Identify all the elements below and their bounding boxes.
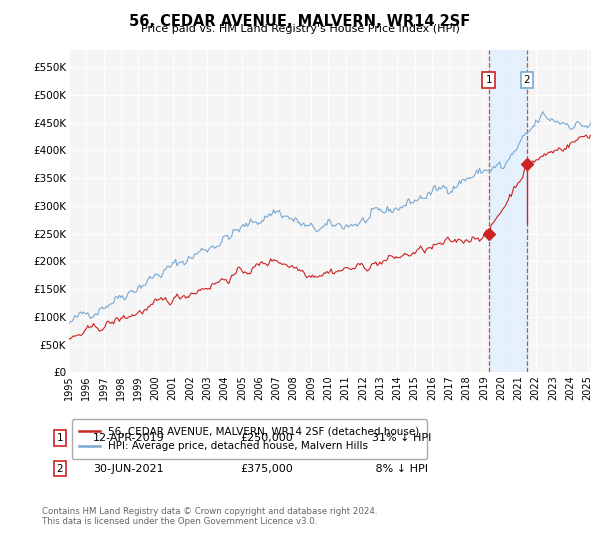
Text: 2: 2 [56, 464, 64, 474]
Text: 56, CEDAR AVENUE, MALVERN, WR14 2SF: 56, CEDAR AVENUE, MALVERN, WR14 2SF [130, 14, 470, 29]
Text: £375,000: £375,000 [240, 464, 293, 474]
Text: 1: 1 [56, 433, 64, 443]
Text: 31% ↓ HPI: 31% ↓ HPI [372, 433, 431, 443]
Text: 12-APR-2019: 12-APR-2019 [93, 433, 165, 443]
Text: £250,000: £250,000 [240, 433, 293, 443]
Text: Contains HM Land Registry data © Crown copyright and database right 2024.
This d: Contains HM Land Registry data © Crown c… [42, 507, 377, 526]
Text: 2: 2 [524, 75, 530, 85]
Text: 1: 1 [485, 75, 492, 85]
Legend: 56, CEDAR AVENUE, MALVERN, WR14 2SF (detached house), HPI: Average price, detach: 56, CEDAR AVENUE, MALVERN, WR14 2SF (det… [71, 419, 427, 459]
Text: Price paid vs. HM Land Registry's House Price Index (HPI): Price paid vs. HM Land Registry's House … [140, 24, 460, 34]
Text: 30-JUN-2021: 30-JUN-2021 [93, 464, 164, 474]
Text: 8% ↓ HPI: 8% ↓ HPI [372, 464, 428, 474]
Bar [488, 50, 527, 372]
